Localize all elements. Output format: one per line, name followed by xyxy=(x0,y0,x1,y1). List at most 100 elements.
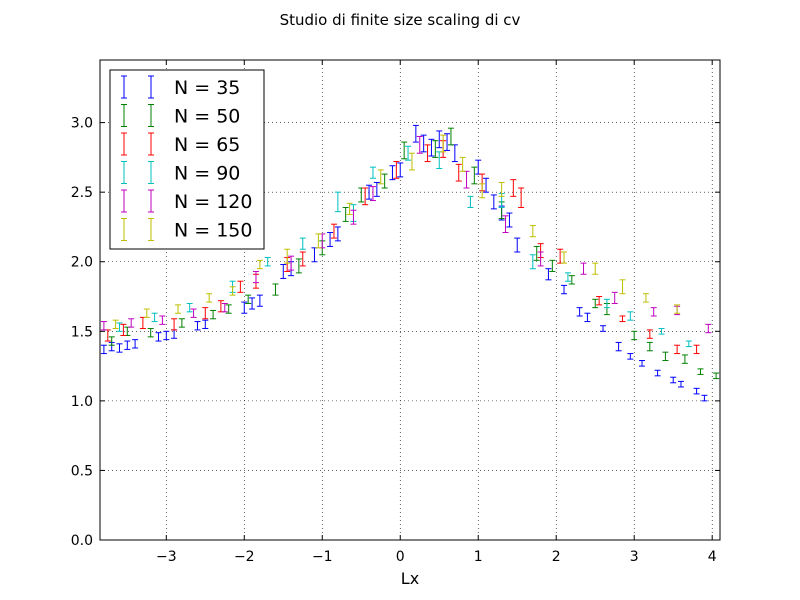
error-bar xyxy=(432,140,439,158)
error-bar xyxy=(350,209,357,225)
x-tick-label: 3 xyxy=(630,549,639,565)
error-bar xyxy=(412,124,419,143)
error-bar xyxy=(701,394,708,402)
error-bar xyxy=(116,343,123,353)
error-bar xyxy=(483,177,490,193)
error-bar xyxy=(210,309,217,320)
legend-box xyxy=(109,69,265,250)
error-bar xyxy=(147,328,154,338)
legend-marker xyxy=(148,218,154,241)
error-bar xyxy=(639,360,646,367)
error-bar xyxy=(369,166,376,179)
error-bar xyxy=(705,323,712,334)
series-layer xyxy=(100,124,720,402)
y-tick-label: 0.5 xyxy=(71,463,93,479)
error-bar xyxy=(334,226,341,242)
error-bar xyxy=(459,156,466,172)
error-bar xyxy=(674,304,681,314)
legend-marker xyxy=(121,104,127,127)
series-6 xyxy=(112,134,681,330)
error-bar xyxy=(174,304,181,314)
error-bar xyxy=(549,259,556,272)
error-bar xyxy=(642,293,649,303)
error-bar xyxy=(596,296,603,306)
error-bar xyxy=(362,187,369,206)
error-bar xyxy=(471,166,478,185)
error-bar xyxy=(506,212,513,228)
error-bar xyxy=(100,321,107,331)
x-tick-label: −3 xyxy=(156,549,177,565)
error-bar xyxy=(280,264,287,279)
error-bar xyxy=(393,161,400,179)
error-bar xyxy=(584,312,591,323)
legend-marker xyxy=(121,75,127,99)
grid xyxy=(100,60,720,541)
legend-marker xyxy=(121,161,127,184)
error-bar xyxy=(467,195,474,208)
error-bar xyxy=(619,279,626,295)
error-bar xyxy=(662,351,669,362)
x-tick-label: −1 xyxy=(312,549,333,565)
error-bar xyxy=(249,297,256,310)
error-bar xyxy=(299,251,306,267)
series-1 xyxy=(100,124,708,402)
error-bar xyxy=(561,284,568,295)
error-bar xyxy=(529,254,536,270)
error-bar xyxy=(408,152,415,171)
y-tick-label: 2.0 xyxy=(71,255,93,271)
error-bar xyxy=(252,270,259,284)
legend-marker xyxy=(121,189,127,213)
error-bar xyxy=(498,181,505,197)
error-bar xyxy=(202,319,209,330)
error-bar xyxy=(369,186,376,202)
error-bar xyxy=(381,173,388,189)
error-bar xyxy=(299,237,306,250)
error-bar xyxy=(518,187,525,208)
error-bar xyxy=(295,258,302,274)
x-tick-label: −2 xyxy=(234,549,255,565)
error-bar xyxy=(108,336,115,346)
error-bar xyxy=(416,136,423,154)
error-bar xyxy=(693,387,700,395)
error-bar xyxy=(100,344,107,355)
error-bar xyxy=(194,321,201,331)
error-bar xyxy=(533,245,540,261)
error-bar xyxy=(529,225,536,238)
error-bar xyxy=(447,127,454,146)
error-bar xyxy=(120,323,127,336)
error-bar xyxy=(256,259,263,270)
error-bar xyxy=(116,322,123,332)
error-bar xyxy=(237,280,244,293)
error-bar xyxy=(646,341,653,352)
error-bar xyxy=(272,283,279,296)
error-bar xyxy=(377,169,384,185)
error-bar xyxy=(479,183,486,199)
error-bar xyxy=(284,248,291,264)
legend-label: N = 35 xyxy=(174,77,240,99)
legend-label: N = 150 xyxy=(174,220,252,242)
y-tick-label: 1.5 xyxy=(71,324,93,340)
error-bar xyxy=(420,134,427,153)
legend-label: N = 120 xyxy=(174,191,252,213)
y-tick-label: 2.5 xyxy=(71,185,93,201)
legend-marker xyxy=(148,132,154,156)
legend-item: N = 65 xyxy=(121,132,240,156)
error-bar xyxy=(264,257,271,267)
error-bar xyxy=(155,332,162,342)
error-bar xyxy=(545,268,552,281)
x-tick-label: 2 xyxy=(552,549,561,565)
error-bar xyxy=(221,302,228,313)
error-bar xyxy=(315,233,322,249)
error-bar xyxy=(124,340,131,350)
error-bar xyxy=(346,202,353,215)
error-bar xyxy=(646,329,653,339)
error-bar xyxy=(693,344,700,355)
error-bar xyxy=(658,328,665,335)
error-bar xyxy=(592,298,599,309)
x-tick-label: 0 xyxy=(396,549,405,565)
error-bar xyxy=(440,134,447,153)
error-bar xyxy=(342,206,349,222)
error-bar xyxy=(615,341,622,352)
error-bar xyxy=(424,144,431,163)
